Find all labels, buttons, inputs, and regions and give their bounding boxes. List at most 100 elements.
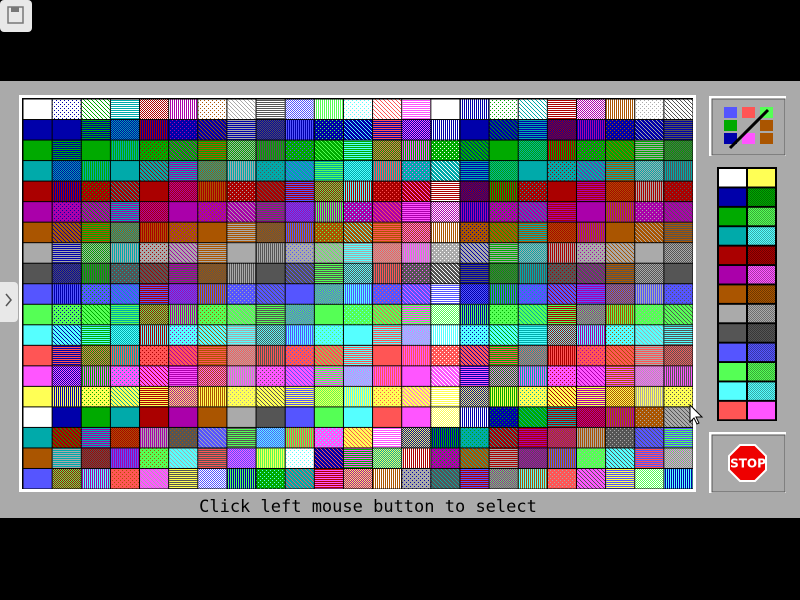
swatch-pattern — [81, 222, 110, 243]
swatch-pattern — [664, 140, 693, 161]
swatch-pattern — [227, 120, 256, 140]
swatch-pattern — [635, 366, 664, 386]
swatch-pattern — [576, 304, 606, 325]
color-swatch-pattern — [748, 382, 775, 400]
swatch-pattern — [52, 427, 81, 448]
swatch-pattern — [460, 304, 489, 325]
swatch-pattern — [635, 99, 664, 120]
swatch-pattern — [169, 427, 198, 448]
swatch-pattern — [547, 161, 576, 181]
color-swatch — [719, 401, 746, 420]
swatch-pattern — [81, 120, 110, 140]
swatch-pattern — [547, 99, 576, 120]
swatch-pattern — [256, 243, 285, 263]
swatch — [256, 263, 285, 284]
swatch-pattern — [606, 202, 635, 222]
swatch — [373, 345, 402, 366]
swatch-pattern — [402, 448, 431, 468]
swatch-pattern — [110, 222, 140, 243]
swatch-pattern — [81, 284, 110, 304]
swatch-pattern — [606, 161, 635, 181]
swatch-pattern — [81, 366, 110, 386]
swatch-pattern — [402, 325, 431, 345]
swatch-pattern — [198, 304, 227, 325]
swatch-pattern — [431, 120, 460, 140]
swatch-pattern — [635, 222, 664, 243]
color-swatch-pattern — [748, 207, 775, 226]
swatch-pattern — [518, 222, 547, 243]
swatch-pattern — [81, 325, 110, 345]
swatch-pattern — [140, 243, 169, 263]
swatch-pattern — [431, 284, 460, 304]
swatch-pattern — [576, 140, 606, 161]
swatch — [23, 345, 52, 366]
swatch-pattern — [198, 325, 227, 345]
swatch-pattern — [343, 386, 373, 407]
swatch — [23, 140, 52, 161]
swatch-pattern — [343, 202, 373, 222]
swatch-pattern — [285, 366, 314, 386]
swatch-pattern — [373, 448, 402, 468]
swatch-pattern — [460, 325, 489, 345]
swatch-pattern — [518, 284, 547, 304]
icon-swatch — [724, 120, 737, 131]
swatch — [518, 161, 547, 181]
swatch-pattern — [227, 161, 256, 181]
swatch-pattern — [52, 304, 81, 325]
swatch-pattern — [635, 140, 664, 161]
swatch-pattern — [198, 468, 227, 489]
swatch-pattern — [81, 345, 110, 366]
swatch-pattern — [576, 448, 606, 468]
swatch-pattern — [52, 222, 81, 243]
swatch-pattern — [227, 99, 256, 120]
swatch-pattern — [635, 345, 664, 366]
swatch-pattern — [140, 222, 169, 243]
mouse-cursor — [689, 403, 704, 425]
swatch-pattern — [460, 181, 489, 202]
swatch-pattern — [576, 99, 606, 120]
swatch-pattern — [489, 386, 518, 407]
swatch-pattern — [343, 99, 373, 120]
swatch-pattern — [314, 263, 343, 284]
swatch-grid[interactable] — [23, 99, 693, 489]
swatch-pattern — [635, 427, 664, 448]
swatch-pattern — [518, 386, 547, 407]
swatch-pattern — [169, 448, 198, 468]
color-column[interactable] — [719, 169, 775, 420]
swatch-pattern — [373, 243, 402, 263]
swatch — [140, 181, 169, 202]
swatch-pattern — [373, 304, 402, 325]
swatch-pattern — [314, 243, 343, 263]
swatch — [169, 407, 198, 427]
swatch-pattern — [635, 386, 664, 407]
swatch-pattern — [140, 263, 169, 284]
swatch-pattern — [431, 427, 460, 448]
swatch-pattern — [576, 284, 606, 304]
swatch-pattern — [373, 366, 402, 386]
swatch-pattern — [460, 243, 489, 263]
swatch-pattern — [169, 120, 198, 140]
swatch-pattern — [547, 140, 576, 161]
swatch-pattern — [489, 366, 518, 386]
swatch-pattern — [606, 345, 635, 366]
swatch-pattern — [81, 181, 110, 202]
swatch-pattern — [518, 325, 547, 345]
swatch-pattern — [140, 448, 169, 468]
swatch-pattern — [606, 386, 635, 407]
swatch-pattern — [285, 468, 314, 489]
swatch-pattern — [110, 99, 140, 120]
icon-swatch — [760, 120, 773, 131]
swatch-pattern — [431, 304, 460, 325]
swatch-pattern — [431, 407, 460, 427]
color-swatch — [748, 169, 775, 187]
swatch-pattern — [140, 202, 169, 222]
swatch-pattern — [460, 386, 489, 407]
swatch-pattern — [402, 99, 431, 120]
swatch-pattern — [576, 386, 606, 407]
save-icon-button[interactable] — [0, 0, 32, 32]
swatch — [23, 366, 52, 386]
swatch-pattern — [518, 202, 547, 222]
swatch-pattern — [52, 161, 81, 181]
swatch-pattern — [140, 161, 169, 181]
swatch-pattern — [373, 161, 402, 181]
